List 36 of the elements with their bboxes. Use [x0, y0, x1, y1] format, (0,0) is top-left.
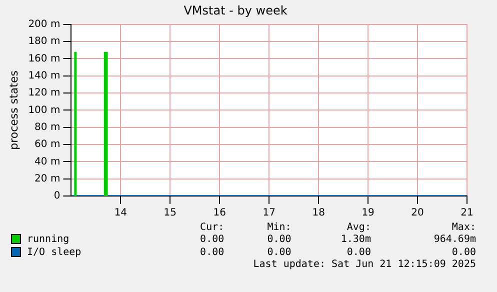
text: 0.00	[266, 233, 292, 246]
text: 1.30m	[340, 233, 372, 246]
y-tick-label: 40 m	[34, 156, 60, 168]
text: Avg:	[346, 222, 372, 233]
y-tick-label: 120 m	[28, 88, 60, 99]
text: 0.00	[450, 246, 477, 259]
legend-label: I/O sleep	[26, 246, 82, 259]
text: Last update: Sat Jun 21 12:15:09 2025	[252, 259, 477, 270]
y-tick-label: 180 m	[28, 36, 60, 48]
y-tick-label: 20 m	[34, 173, 60, 184]
text: 0.00	[266, 246, 292, 259]
legend-label: running	[26, 233, 70, 246]
text: Min:	[266, 222, 292, 233]
x-tick-label: 15	[164, 208, 177, 219]
y-tick-label: 140 m	[28, 70, 60, 82]
text: Max:	[450, 222, 477, 233]
y-tick-label: 100 m	[28, 104, 60, 116]
y-tick-label: 80 m	[34, 122, 60, 133]
y-tick-label: 60 m	[34, 139, 60, 150]
x-tick-label: 18	[312, 208, 325, 219]
x-tick-label: 19	[362, 208, 374, 219]
y-tick-label: 200 m	[28, 18, 60, 30]
text: 0.00	[199, 233, 226, 246]
y-tick-label: 160 m	[28, 53, 60, 64]
y-axis-title: process states	[7, 70, 20, 150]
text: 0.00	[346, 246, 372, 259]
x-tick-label: 14	[114, 208, 128, 219]
text: 0.00	[199, 246, 226, 259]
y-tick-label: 0	[54, 190, 60, 202]
chart-title: VMstat - by week	[184, 3, 288, 18]
x-tick-label: 20	[411, 208, 424, 219]
text: Cur:	[199, 222, 226, 233]
x-tick-label: 21	[460, 208, 474, 219]
x-tick-label: 17	[262, 208, 276, 219]
x-tick-label: 16	[213, 208, 226, 219]
text: 964.69m	[432, 233, 477, 246]
